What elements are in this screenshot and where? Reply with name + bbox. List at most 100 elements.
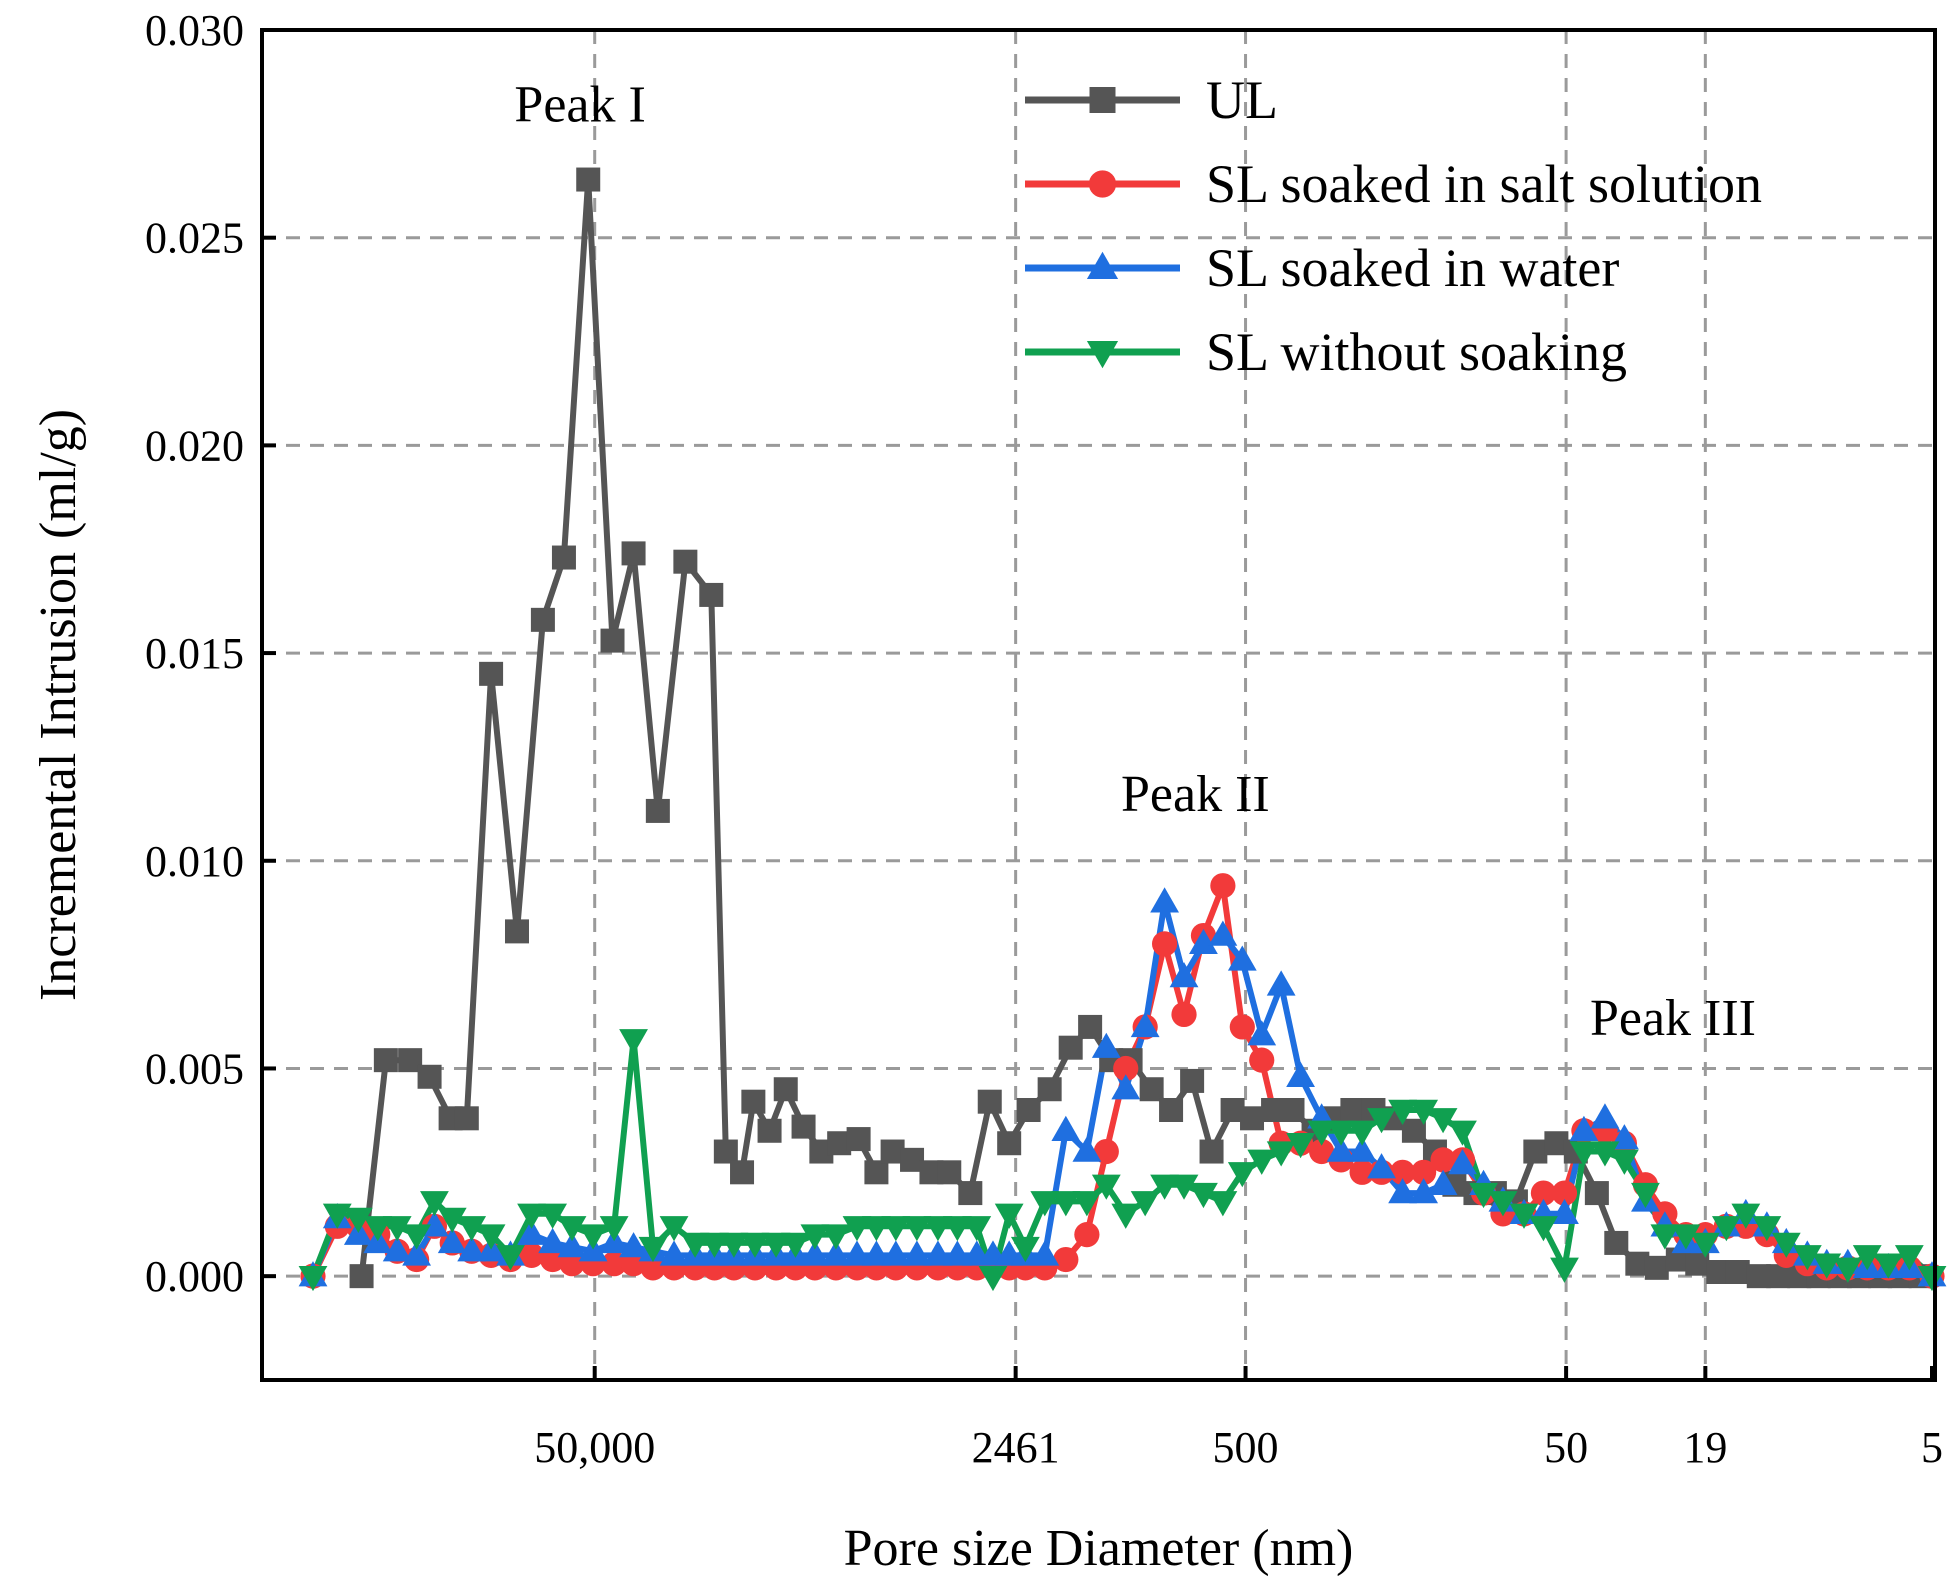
data-point-0-6 [479, 661, 504, 686]
data-point-0-18 [741, 1089, 766, 1114]
data-point-3-61 [1509, 1203, 1539, 1229]
data-point-3-40 [1091, 1174, 1121, 1200]
data-point-1-56 [1411, 1159, 1437, 1185]
data-point-0-7 [504, 919, 529, 944]
data-point-3-72 [1731, 1203, 1761, 1229]
legend-item-2: SL soaked in water [1025, 238, 1619, 298]
data-point-0-39 [1139, 1077, 1164, 1102]
data-point-3-52 [1326, 1120, 1356, 1146]
data-point-3-25 [800, 1224, 830, 1250]
legend-marker-1 [1088, 170, 1117, 198]
data-point-3-66 [1609, 1149, 1639, 1175]
data-point-2-54 [1367, 1153, 1396, 1179]
data-point-2-16 [619, 1232, 648, 1258]
data-point-0-44 [1240, 1106, 1265, 1131]
data-point-3-13 [557, 1216, 587, 1242]
data-point-3-7 [437, 1207, 467, 1233]
data-point-2-42 [1130, 1011, 1160, 1038]
data-point-0-29 [937, 1160, 962, 1185]
data-point-3-24 [781, 1232, 810, 1258]
data-point-1-17 [640, 1255, 666, 1281]
peak-label-1: Peak II [1121, 766, 1270, 823]
data-point-3-10 [496, 1245, 525, 1271]
data-point-3-54 [1367, 1108, 1396, 1134]
data-point-3-81 [1917, 1265, 1947, 1292]
data-point-0-3 [417, 1064, 442, 1089]
data-point-1-39 [1074, 1222, 1100, 1248]
data-point-0-25 [864, 1160, 889, 1185]
data-point-3-74 [1771, 1232, 1801, 1258]
data-point-3-55 [1388, 1099, 1417, 1125]
data-point-1-55 [1389, 1159, 1416, 1185]
data-point-3-17 [638, 1236, 668, 1263]
data-point-2-44 [1169, 962, 1199, 988]
data-point-3-50 [1286, 1133, 1315, 1159]
data-point-0-46 [1280, 1098, 1305, 1122]
data-point-2-58 [1448, 1149, 1477, 1175]
data-point-2-45 [1189, 928, 1218, 955]
legend-label-3: SL without soaking [1206, 322, 1627, 382]
data-point-0-19 [757, 1118, 782, 1143]
legend-marker-2 [1086, 251, 1119, 280]
data-point-0-41 [1180, 1068, 1205, 1093]
data-point-3-4 [382, 1216, 412, 1242]
data-point-3-34 [978, 1265, 1008, 1292]
series-points-3 [298, 1029, 1947, 1292]
data-point-3-63 [1550, 1257, 1579, 1283]
y-tick-label-0: 0.000 [145, 1252, 244, 1301]
data-point-3-42 [1130, 1191, 1160, 1217]
data-point-2-26 [821, 1240, 851, 1266]
data-point-3-41 [1111, 1203, 1141, 1229]
data-point-3-31 [923, 1216, 953, 1242]
data-point-0-9 [551, 545, 576, 570]
data-point-3-75 [1792, 1245, 1822, 1271]
data-point-0-20 [773, 1077, 798, 1102]
data-point-0-0 [349, 1264, 374, 1289]
data-point-1-12 [540, 1246, 566, 1273]
data-point-2-25 [800, 1240, 830, 1266]
data-point-0-21 [791, 1114, 816, 1139]
data-point-3-2 [343, 1207, 373, 1233]
data-point-3-15 [599, 1216, 629, 1242]
legend-label-2: SL soaked in water [1206, 238, 1619, 298]
data-point-1-16 [620, 1251, 647, 1277]
y-tick-label-4: 0.020 [145, 421, 244, 470]
data-point-3-22 [740, 1232, 770, 1258]
data-point-1-62 [1530, 1180, 1557, 1206]
data-point-3-36 [1010, 1236, 1040, 1263]
data-point-0-1 [373, 1048, 398, 1073]
peak-label-2: Peak III [1590, 990, 1756, 1047]
data-point-3-3 [363, 1216, 393, 1242]
data-point-0-30 [958, 1181, 983, 1206]
data-point-3-14 [578, 1224, 608, 1250]
data-point-3-48 [1247, 1149, 1277, 1175]
data-point-0-58 [1523, 1139, 1548, 1164]
data-point-3-6 [420, 1191, 449, 1217]
data-point-3-70 [1690, 1232, 1720, 1258]
data-point-2-64 [1569, 1115, 1599, 1141]
data-point-0-62 [1604, 1230, 1629, 1255]
data-point-2-55 [1388, 1178, 1417, 1204]
data-point-3-32 [942, 1216, 972, 1242]
y-tick-label-3: 0.015 [145, 629, 244, 678]
legend-item-3: SL without soaking [1025, 322, 1627, 382]
data-point-3-39 [1072, 1191, 1102, 1217]
data-point-1-43 [1151, 931, 1178, 957]
data-point-3-56 [1409, 1099, 1439, 1125]
data-point-0-40 [1159, 1098, 1184, 1122]
data-point-2-11 [517, 1219, 546, 1245]
data-point-0-5 [454, 1106, 479, 1131]
data-point-0-17 [730, 1160, 755, 1185]
data-point-0-70 [1766, 1264, 1791, 1289]
data-point-0-13 [645, 798, 670, 823]
plot-frame [260, 28, 1937, 1382]
data-point-3-21 [719, 1232, 749, 1258]
x-axis-title: Pore size Diameter (nm) [844, 1520, 1354, 1577]
data-point-3-43 [1150, 1174, 1179, 1200]
x-tick-label-4: 19 [1683, 1423, 1727, 1472]
data-point-0-14 [673, 549, 698, 574]
series-markers [298, 167, 1947, 1292]
x-tick-label-5: 5 [1921, 1423, 1943, 1472]
data-point-3-37 [1030, 1191, 1060, 1217]
